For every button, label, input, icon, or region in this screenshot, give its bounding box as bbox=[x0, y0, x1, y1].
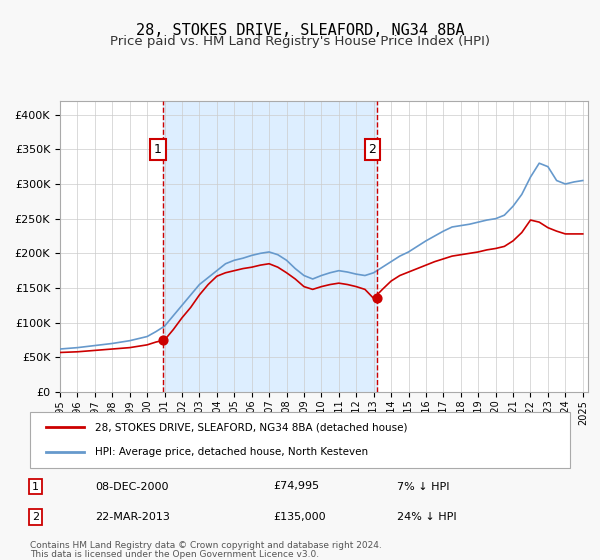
Text: 28, STOKES DRIVE, SLEAFORD, NG34 8BA (detached house): 28, STOKES DRIVE, SLEAFORD, NG34 8BA (de… bbox=[95, 422, 407, 432]
Text: 1: 1 bbox=[154, 143, 162, 156]
Text: 1: 1 bbox=[32, 482, 39, 492]
Text: 7% ↓ HPI: 7% ↓ HPI bbox=[397, 482, 450, 492]
Text: £74,995: £74,995 bbox=[273, 482, 319, 492]
Text: Price paid vs. HM Land Registry's House Price Index (HPI): Price paid vs. HM Land Registry's House … bbox=[110, 35, 490, 49]
Bar bbox=[163, 101, 377, 392]
Text: Contains HM Land Registry data © Crown copyright and database right 2024.: Contains HM Land Registry data © Crown c… bbox=[30, 542, 382, 550]
Text: HPI: Average price, detached house, North Kesteven: HPI: Average price, detached house, Nort… bbox=[95, 447, 368, 457]
Point bbox=[373, 294, 382, 303]
Text: 22-MAR-2013: 22-MAR-2013 bbox=[95, 512, 170, 522]
Text: 08-DEC-2000: 08-DEC-2000 bbox=[95, 482, 168, 492]
Text: 24% ↓ HPI: 24% ↓ HPI bbox=[397, 512, 457, 522]
Text: 2: 2 bbox=[368, 143, 376, 156]
Text: 2: 2 bbox=[32, 512, 39, 522]
FancyBboxPatch shape bbox=[30, 412, 570, 468]
Text: 28, STOKES DRIVE, SLEAFORD, NG34 8BA: 28, STOKES DRIVE, SLEAFORD, NG34 8BA bbox=[136, 24, 464, 38]
Point bbox=[158, 335, 168, 344]
Text: This data is licensed under the Open Government Licence v3.0.: This data is licensed under the Open Gov… bbox=[30, 550, 319, 559]
Text: £135,000: £135,000 bbox=[273, 512, 326, 522]
